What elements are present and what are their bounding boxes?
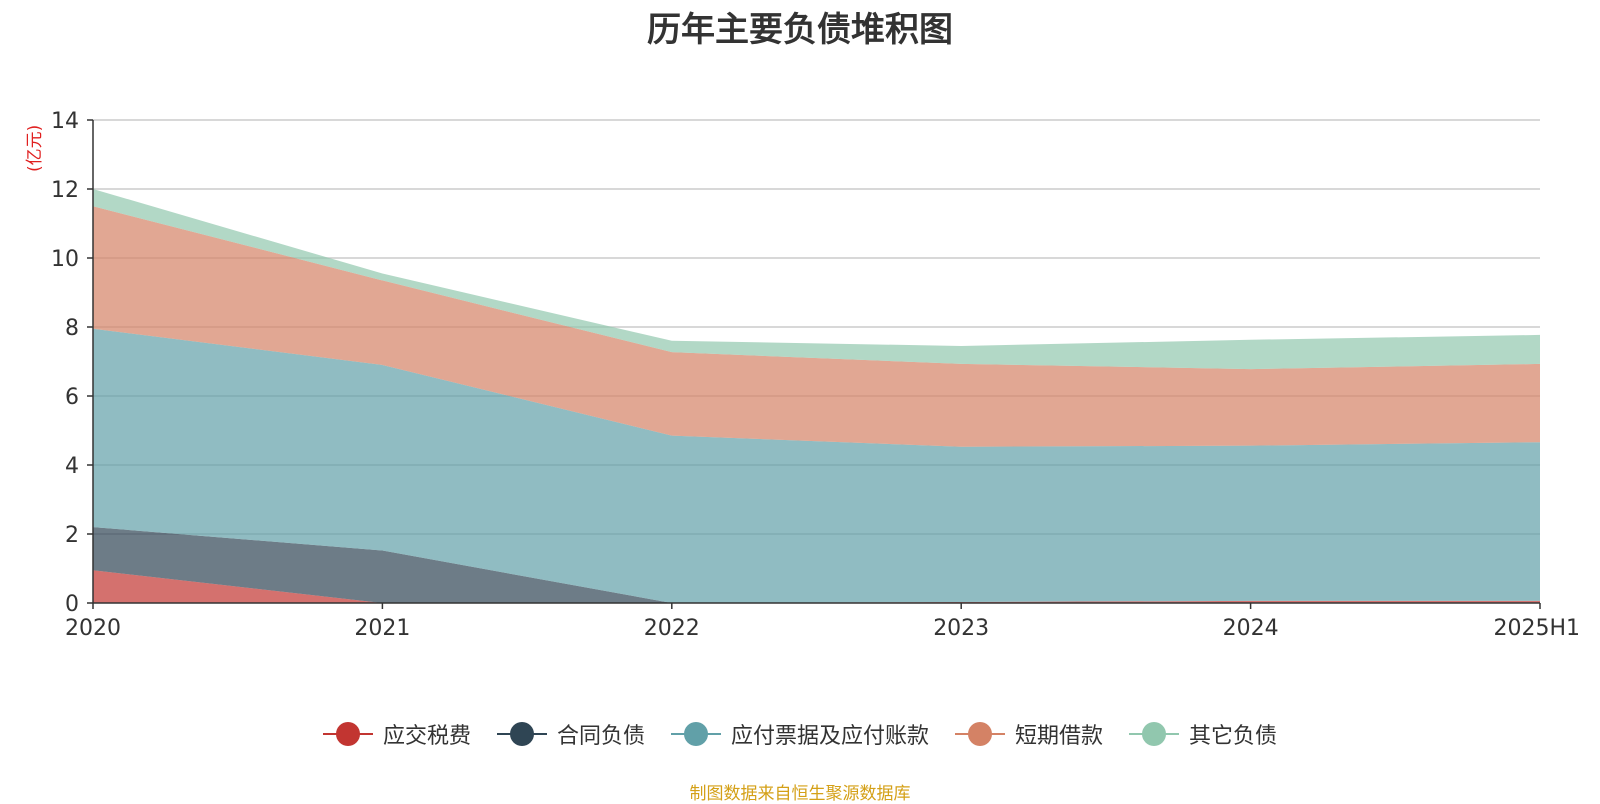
- axes: 0 2 4 6 8 10 12 14 2020 2021 2022 2023 2024 2025H1: [51, 109, 1580, 641]
- y-tick-label: 14: [51, 109, 79, 134]
- area-series-layer: [93, 189, 1540, 603]
- legend-label: 合同负债: [556, 724, 645, 749]
- legend-marker-icon: [1129, 721, 1180, 747]
- legend-item-2[interactable]: 应付票据及应付账款: [670, 718, 929, 750]
- x-tick-label: 2024: [1223, 616, 1279, 641]
- legend-item-0[interactable]: 应交税费: [322, 718, 471, 750]
- y-tick-label: 0: [65, 592, 79, 617]
- legend: 应交税费 合同负债 应付票据及应付账款 短期借款 其它负债: [0, 718, 1600, 750]
- area-series-2: [93, 328, 1540, 603]
- legend-marker-icon: [496, 721, 547, 747]
- legend-label: 应交税费: [382, 724, 471, 749]
- legend-marker-icon: [955, 721, 1005, 747]
- legend-marker-icon: [322, 721, 373, 747]
- y-tick-label: 12: [51, 178, 79, 203]
- legend-item-1[interactable]: 合同负债: [496, 718, 645, 750]
- area-series-1: [93, 527, 1540, 603]
- y-tick-label: 6: [65, 385, 79, 410]
- legend-label: 短期借款: [1015, 724, 1104, 749]
- source-note: 制图数据来自恒生聚源数据库: [689, 784, 911, 804]
- y-tick-label: 10: [51, 247, 79, 272]
- legend-label: 其它负债: [1189, 724, 1278, 749]
- y-tick-label: 4: [65, 454, 79, 479]
- x-tick-label: 2021: [354, 616, 410, 641]
- chart-title: 历年主要负债堆积图: [647, 10, 953, 50]
- x-tick-label: 2023: [933, 616, 989, 641]
- legend-marker-icon: [670, 721, 721, 747]
- y-tick-label: 2: [65, 523, 79, 548]
- legend-item-3[interactable]: 短期借款: [955, 718, 1103, 750]
- legend-item-4[interactable]: 其它负债: [1129, 718, 1277, 750]
- x-tick-label: 2020: [65, 616, 121, 641]
- x-tick-label: 2025H1: [1493, 616, 1580, 641]
- y-tick-label: 8: [65, 316, 79, 341]
- x-tick-label: 2022: [644, 616, 700, 641]
- area-series-3: [93, 206, 1540, 447]
- legend-label: 应付票据及应付账款: [730, 724, 929, 749]
- area-series-4: [93, 189, 1540, 370]
- area-series-0: [93, 570, 1540, 603]
